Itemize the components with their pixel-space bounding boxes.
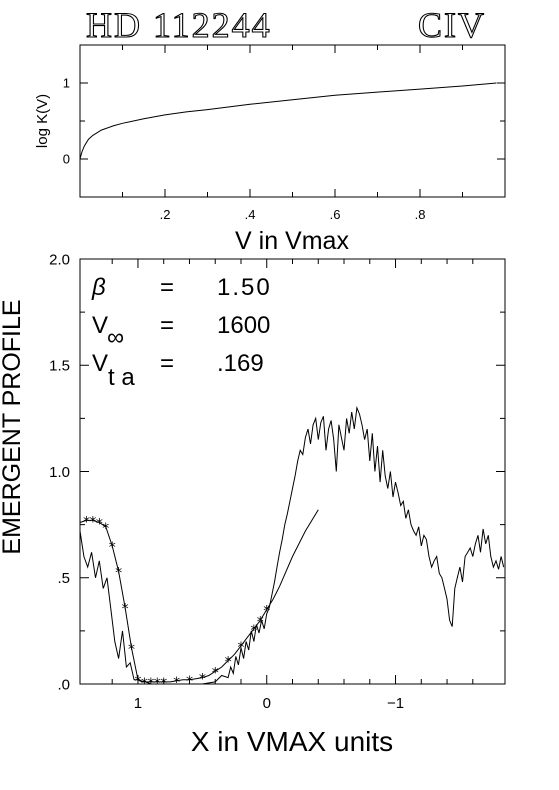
y-tick-label: .0: [57, 676, 70, 693]
model-marker: *: [96, 517, 103, 533]
y-tick-label: 2.0: [49, 251, 70, 268]
model-marker: *: [160, 676, 167, 692]
top-plot-ticks: .2 .4 .6 .8 0 1: [63, 45, 505, 222]
bottom-plot-y-axis-title: EMERGENT PROFILE: [0, 299, 26, 554]
vinf-symbol: V: [92, 312, 108, 339]
model-marker: *: [141, 676, 148, 692]
y-tick-label: 1.0: [49, 464, 70, 481]
model-marker: *: [147, 676, 154, 692]
y-tick-label: .5: [57, 570, 70, 587]
x-tick-label: .4: [245, 207, 256, 222]
series-line-0: [79, 82, 497, 160]
model-marker: *: [89, 514, 96, 530]
top-plot: .2 .4 .6 .8 0 1 log K(V) V in Vmax: [34, 44, 506, 255]
bottom-plot-ticks: 1 0 −1 .0 .5 1.0 1.5 2.0: [49, 251, 505, 712]
bottom-plot-frame: [79, 258, 506, 685]
model-marker: *: [173, 675, 180, 691]
beta-value: 1.50: [217, 274, 272, 301]
ion-title: CIV: [418, 5, 486, 45]
top-plot-frame: [79, 44, 506, 198]
model-marker: *: [134, 674, 141, 690]
top-plot-x-axis-title: V in Vmax: [235, 227, 349, 255]
top-plot-series: [79, 82, 497, 160]
vinf-value: 1600: [217, 312, 270, 339]
model-marker: *: [122, 602, 129, 618]
observed-line: [79, 405, 505, 685]
y-tick-label: 0: [63, 152, 70, 167]
model-line: [79, 509, 319, 683]
model-marker: *: [250, 623, 257, 639]
model-marker: *: [237, 640, 244, 656]
top-plot-y-axis-title: log K(V): [34, 94, 51, 148]
beta-equals: =: [160, 274, 174, 301]
beta-symbol: β: [91, 274, 106, 301]
model-marker: *: [199, 672, 206, 688]
model-marker: *: [263, 604, 270, 620]
x-tick-label: .6: [330, 207, 341, 222]
model-marker: *: [257, 614, 264, 630]
bottom-plot-x-axis-title: X in VMAX units: [191, 726, 393, 757]
vinf-subscript: ∞: [107, 324, 124, 351]
model-marker: *: [128, 642, 135, 658]
parameter-block: β = 1.50 V ∞ = 1600 V t a = .169: [91, 274, 272, 391]
model-marker: *: [186, 674, 193, 690]
x-tick-label: .2: [160, 207, 171, 222]
star-title: HD 112244: [86, 5, 272, 45]
vinf-equals: =: [160, 312, 174, 339]
y-tick-label: 1: [63, 76, 70, 91]
x-tick-label: .8: [415, 207, 426, 222]
vta-value: .169: [217, 350, 264, 377]
model-marker: *: [115, 565, 122, 581]
x-tick-label: 1: [134, 695, 142, 712]
model-marker: *: [83, 514, 90, 530]
model-marker: *: [154, 676, 161, 692]
x-tick-label: −1: [387, 695, 404, 712]
x-tick-label: 0: [263, 695, 271, 712]
model-marker: *: [102, 521, 109, 537]
y-tick-label: 1.5: [49, 358, 70, 375]
vta-symbol: V: [92, 350, 108, 377]
model-marker: *: [109, 540, 116, 556]
vta-subscript: t a: [108, 364, 135, 391]
vta-equals: =: [160, 350, 174, 377]
model-marker: *: [225, 655, 232, 671]
bottom-plot-series: * * * ****** * * * * * * * ******: [79, 405, 505, 692]
bottom-plot: 1 0 −1.0.51.01.52.0 * * * ****** * * * * * * * ******…: [0, 251, 506, 757]
model-marker: *: [212, 665, 219, 681]
